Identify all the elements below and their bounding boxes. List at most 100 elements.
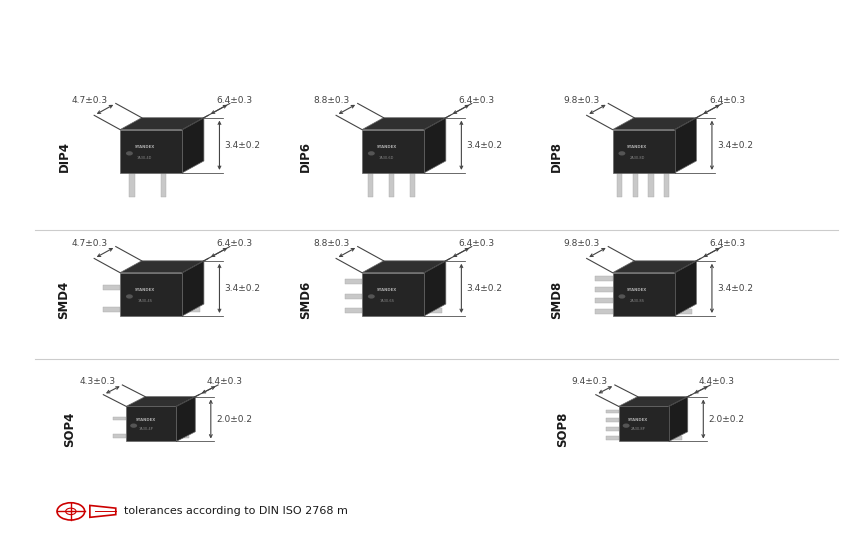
Bar — [606, 418, 619, 422]
Polygon shape — [176, 396, 195, 442]
Bar — [606, 409, 619, 414]
Text: 9.4±0.3: 9.4±0.3 — [572, 376, 608, 386]
Bar — [161, 173, 166, 197]
Text: DIP8: DIP8 — [550, 141, 563, 172]
Bar — [182, 285, 200, 290]
Bar — [613, 130, 675, 173]
Circle shape — [619, 294, 626, 299]
Text: 3.4±0.2: 3.4±0.2 — [225, 284, 261, 293]
Polygon shape — [424, 118, 446, 173]
Polygon shape — [120, 261, 204, 273]
Bar — [648, 173, 653, 197]
Text: 4.7±0.3: 4.7±0.3 — [72, 96, 107, 105]
Bar — [424, 279, 442, 284]
Text: 2A30-8D: 2A30-8D — [630, 156, 645, 160]
Text: STANDEX: STANDEX — [627, 288, 647, 292]
Text: 6.4±0.3: 6.4±0.3 — [459, 96, 494, 105]
Text: 1A30-4P: 1A30-4P — [138, 427, 153, 431]
Text: 3.4±0.2: 3.4±0.2 — [717, 284, 753, 293]
Text: STANDEX: STANDEX — [135, 288, 155, 292]
Bar — [619, 406, 669, 442]
Bar — [345, 279, 362, 284]
Bar — [669, 409, 682, 414]
Bar — [617, 173, 622, 197]
Bar — [424, 308, 442, 313]
Bar — [113, 417, 126, 420]
Text: 2A30-8P: 2A30-8P — [631, 427, 645, 431]
Bar — [103, 307, 120, 312]
Polygon shape — [424, 261, 446, 316]
Bar — [606, 427, 619, 431]
Text: tolerances according to DIN ISO 2768 m: tolerances according to DIN ISO 2768 m — [124, 507, 348, 516]
Text: 6.4±0.3: 6.4±0.3 — [709, 96, 745, 105]
Text: 2.0±0.2: 2.0±0.2 — [216, 415, 252, 423]
Text: 4.4±0.3: 4.4±0.3 — [699, 376, 734, 386]
Text: 1A30-4S: 1A30-4S — [137, 299, 152, 303]
Text: SMD8: SMD8 — [550, 281, 563, 319]
Bar — [113, 434, 126, 438]
Polygon shape — [182, 261, 204, 316]
Polygon shape — [613, 261, 696, 273]
Bar — [130, 173, 135, 197]
Text: SMD6: SMD6 — [299, 281, 313, 319]
Polygon shape — [362, 118, 446, 130]
Text: DIP4: DIP4 — [57, 141, 71, 172]
Bar — [362, 130, 424, 173]
Polygon shape — [182, 118, 204, 173]
Bar — [675, 276, 692, 281]
Text: STANDEX: STANDEX — [136, 418, 156, 422]
Bar — [345, 308, 362, 313]
Circle shape — [126, 294, 133, 299]
Bar — [669, 436, 682, 440]
Bar — [595, 298, 613, 303]
Polygon shape — [669, 396, 688, 442]
Text: 3.4±0.2: 3.4±0.2 — [467, 141, 503, 150]
Text: 1A30-6D: 1A30-6D — [379, 156, 394, 160]
Bar — [613, 273, 675, 316]
Polygon shape — [675, 118, 696, 173]
Bar — [389, 173, 394, 197]
Text: 4.3±0.3: 4.3±0.3 — [79, 376, 116, 386]
Text: 8.8±0.3: 8.8±0.3 — [314, 96, 349, 105]
Text: 9.8±0.3: 9.8±0.3 — [564, 239, 600, 248]
Text: 1A30-6S: 1A30-6S — [379, 299, 394, 303]
Bar — [120, 273, 182, 316]
Text: 9.8±0.3: 9.8±0.3 — [564, 96, 600, 105]
Bar — [126, 406, 176, 442]
Bar — [675, 287, 692, 292]
Circle shape — [619, 151, 626, 156]
Bar — [424, 294, 442, 299]
Text: 6.4±0.3: 6.4±0.3 — [709, 239, 745, 248]
Text: SOP4: SOP4 — [63, 411, 77, 447]
Circle shape — [368, 151, 375, 156]
Bar — [632, 173, 638, 197]
Bar — [595, 276, 613, 281]
Text: 3.4±0.2: 3.4±0.2 — [225, 141, 261, 150]
Bar — [103, 285, 120, 290]
Bar — [176, 417, 189, 420]
Text: 3.4±0.2: 3.4±0.2 — [717, 141, 753, 150]
Text: STANDEX: STANDEX — [628, 418, 648, 422]
Bar — [675, 298, 692, 303]
Polygon shape — [126, 396, 195, 406]
Text: 4.7±0.3: 4.7±0.3 — [72, 239, 107, 248]
Circle shape — [126, 151, 133, 156]
Bar — [675, 309, 692, 314]
Text: 6.4±0.3: 6.4±0.3 — [217, 239, 252, 248]
Bar — [595, 287, 613, 292]
Bar — [669, 427, 682, 431]
Circle shape — [130, 423, 137, 428]
Bar — [120, 130, 182, 173]
Bar — [345, 294, 362, 299]
Circle shape — [368, 294, 375, 299]
Text: 3.4±0.2: 3.4±0.2 — [467, 284, 503, 293]
Bar — [664, 173, 669, 197]
Bar — [410, 173, 415, 197]
Text: 8.8±0.3: 8.8±0.3 — [314, 239, 349, 248]
Bar — [606, 436, 619, 440]
Bar — [368, 173, 373, 197]
Text: 2A30-8S: 2A30-8S — [630, 299, 645, 303]
Text: 4.4±0.3: 4.4±0.3 — [206, 376, 242, 386]
Polygon shape — [619, 396, 688, 406]
Text: STANDEX: STANDEX — [377, 288, 397, 292]
